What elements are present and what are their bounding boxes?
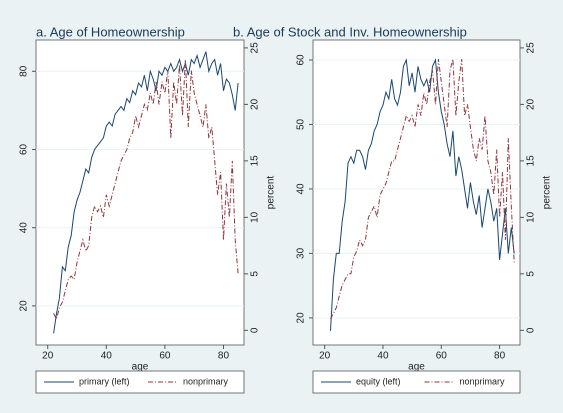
y2-tick-label: 10 — [250, 211, 261, 223]
y2-tick-label: 0 — [526, 327, 537, 333]
series-line — [330, 58, 515, 331]
x-tick-label: 80 — [218, 351, 230, 362]
y-tick-label: 60 — [19, 143, 30, 155]
x-tick-label: 60 — [436, 351, 448, 362]
legend — [35, 370, 245, 394]
x-tick-label: 40 — [377, 351, 389, 362]
x-tick-label: 80 — [494, 351, 506, 362]
y2-tick-label: 25 — [250, 42, 261, 54]
series-line — [53, 59, 239, 321]
y2-tick-label: 15 — [250, 155, 261, 167]
x-axis-title: age — [408, 362, 425, 373]
y2-tick-label: 10 — [526, 211, 537, 223]
legend — [312, 370, 521, 394]
y2-tick-label: 5 — [526, 271, 537, 277]
legend-label: primary (left) — [79, 376, 130, 386]
legend-label: nonprimary — [460, 376, 506, 386]
y2-tick-label: 20 — [250, 98, 261, 110]
y2-tick-label: 25 — [526, 42, 537, 54]
y-tick-label: 20 — [296, 312, 307, 324]
x-tick-label: 20 — [319, 351, 331, 362]
panel-title: a. Age of Homeownership — [36, 24, 185, 39]
series-line — [53, 51, 239, 334]
y-tick-label: 40 — [19, 222, 30, 234]
plot-area — [312, 39, 521, 346]
plot-area — [35, 39, 245, 346]
y-tick-label: 20 — [19, 300, 30, 312]
x-tick-label: 20 — [42, 351, 54, 362]
y-tick-label: 50 — [296, 118, 307, 130]
y2-tick-label: 0 — [250, 327, 261, 333]
y-tick-label: 30 — [296, 247, 307, 259]
y2-tick-label: 5 — [250, 271, 261, 277]
legend-label: equity (left) — [356, 376, 401, 386]
y-tick-label: 40 — [296, 183, 307, 195]
x-axis-title: age — [132, 362, 149, 373]
legend-label: nonprimary — [183, 376, 229, 386]
y-tick-label: 80 — [19, 65, 30, 77]
x-tick-label: 60 — [159, 351, 171, 362]
y2-tick-label: 15 — [526, 155, 537, 167]
x-tick-label: 40 — [101, 351, 113, 362]
series-line — [330, 59, 515, 320]
y2-axis-title: percent — [542, 176, 553, 210]
y2-tick-label: 20 — [526, 98, 537, 110]
panel-title: b. Age of Stock and Inv. Homeownership — [233, 24, 467, 39]
y2-axis-title: percent — [266, 176, 277, 210]
y-tick-label: 60 — [296, 54, 307, 66]
